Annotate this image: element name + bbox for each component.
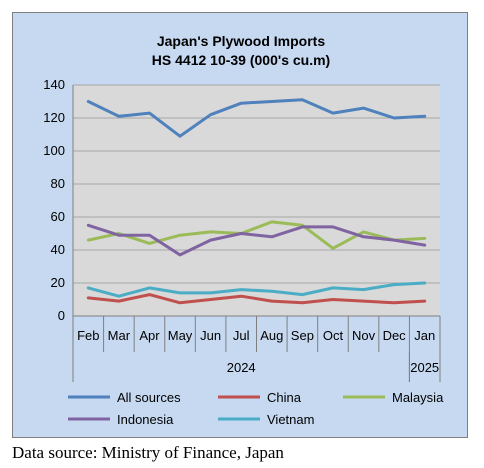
legend-label: Vietnam (267, 412, 314, 427)
y-tick-label: 60 (51, 209, 65, 224)
x-tick-label: May (168, 328, 193, 343)
x-tick-label: Jul (233, 328, 250, 343)
series-line-china (86, 293, 427, 305)
x-group-label: 2025 (410, 360, 439, 375)
y-tick-label: 40 (51, 242, 65, 257)
series-line-malaysia (86, 220, 427, 250)
chart-subtitle: HS 4412 10-39 (000's cu.m) (152, 52, 330, 68)
legend-label: Indonesia (117, 412, 174, 427)
legend-label: China (267, 390, 302, 405)
x-tick-label: Oct (323, 328, 344, 343)
gridlines (73, 84, 440, 317)
x-tick-label: Apr (139, 328, 160, 343)
series-line-vietnam (86, 281, 427, 298)
x-axis: Feb Mar Apr May Jun Jul Aug Sep Oct Nov Dec Jan 2024… (72, 316, 441, 382)
y-tick-label: 120 (43, 110, 65, 125)
y-tick-label: 140 (43, 77, 65, 92)
y-tick-label: 100 (43, 143, 65, 158)
chart-frame: Japan's Plywood Imports HS 4412 10-39 (0… (12, 12, 468, 438)
x-tick-label: Jun (200, 328, 221, 343)
chart-title: Japan's Plywood Imports (157, 33, 325, 49)
x-tick-label: Nov (352, 328, 376, 343)
x-tick-label: Dec (383, 328, 407, 343)
line-chart: Japan's Plywood Imports HS 4412 10-39 (0… (43, 33, 444, 427)
x-tick-label: Feb (77, 328, 99, 343)
y-axis-ticks: 0 20 40 60 80 100 120 140 (43, 77, 74, 323)
legend: All sources China Malaysia Indonesia Vietnam (68, 390, 444, 427)
legend-label: All sources (117, 390, 181, 405)
y-tick-label: 0 (58, 308, 65, 323)
x-tick-label: Mar (108, 328, 131, 343)
series-line-indonesia (86, 223, 427, 257)
source-note: Data source: Ministry of Finance, Japan (12, 443, 284, 462)
legend-label: Malaysia (392, 390, 444, 405)
y-tick-label: 80 (51, 176, 65, 191)
x-tick-label: Aug (260, 328, 283, 343)
series-line-all-sources (86, 98, 427, 138)
plot-area (73, 85, 440, 316)
y-tick-label: 20 (51, 275, 65, 290)
x-group-label: 2024 (227, 360, 256, 375)
x-tick-label: Jan (414, 328, 435, 343)
x-tick-label: Sep (291, 328, 314, 343)
series-group (86, 98, 427, 305)
